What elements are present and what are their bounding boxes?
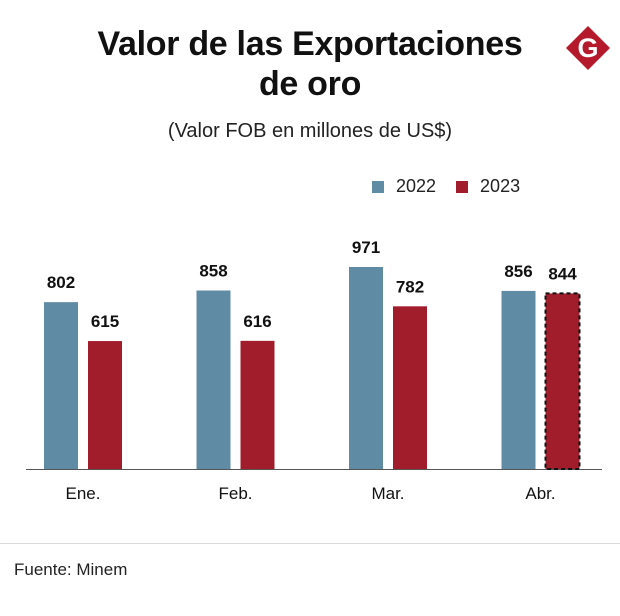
- data-label-2022-feb: 858: [199, 262, 227, 281]
- x-tick-label-abr: Abr.: [525, 484, 555, 503]
- legend-swatch-2022: [372, 180, 384, 193]
- data-label-2022-mar: 971: [352, 238, 380, 257]
- bar-2023-abr: [544, 292, 581, 471]
- data-label-2022-abr: 856: [504, 262, 532, 281]
- data-label-2023-mar: 782: [396, 277, 424, 296]
- chart-title-line-2: de oro: [258, 65, 362, 103]
- bar-2023-feb: [240, 340, 275, 469]
- legend-item-2022: 2022: [372, 176, 436, 197]
- bar-2022-mar: [349, 267, 383, 469]
- data-label-2023-abr: 844: [548, 264, 577, 283]
- bar-2022-feb: [196, 290, 231, 469]
- x-tick-label-ene: Ene.: [66, 484, 101, 503]
- source-note: Fuente: Minem: [14, 560, 128, 579]
- bar-2023-mar: [393, 306, 427, 469]
- bar-2023-ene: [88, 341, 122, 469]
- bar-2022-ene: [44, 302, 78, 469]
- bar-2022-abr: [501, 290, 536, 469]
- legend-label-2022: 2022: [396, 176, 437, 196]
- chart-title: Valor de las Exportaciones de oro: [0, 24, 620, 104]
- legend-label-2023: 2023: [480, 176, 521, 196]
- legend-swatch-2023: [456, 180, 469, 193]
- svg-text:G: G: [577, 33, 598, 63]
- chart-title-line-1: Valor de las Exportaciones: [97, 25, 523, 63]
- x-tick-label-feb: Feb.: [218, 484, 252, 503]
- gestion-logo-icon: G: [566, 26, 610, 70]
- data-label-2023-ene: 615: [91, 312, 119, 331]
- x-tick-label-mar: Mar.: [371, 484, 404, 503]
- chart-subtitle: (Valor FOB en millones de US$): [167, 120, 453, 142]
- divider: [0, 543, 620, 544]
- legend-item-2023: 2023: [456, 176, 520, 197]
- data-label-2023-feb: 616: [243, 312, 271, 331]
- legend: 2022 2023: [372, 176, 540, 197]
- data-label-2022-ene: 802: [47, 273, 75, 292]
